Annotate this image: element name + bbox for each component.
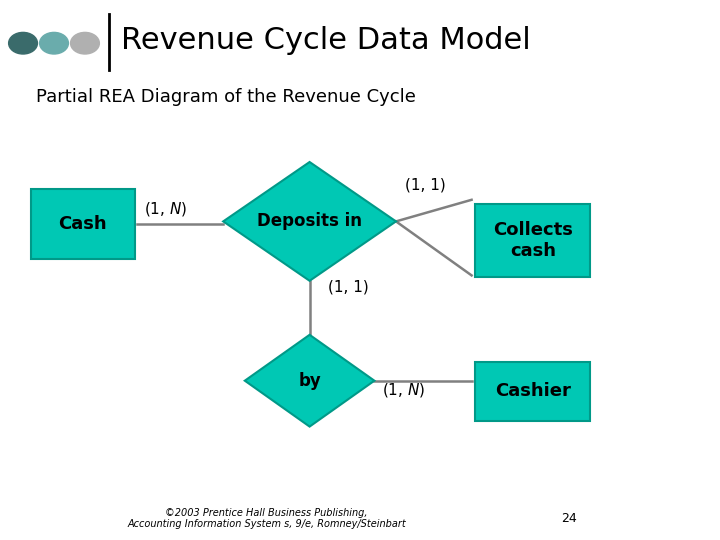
Polygon shape: [245, 335, 374, 427]
Text: by: by: [298, 372, 321, 390]
Text: (1, 1): (1, 1): [328, 280, 369, 295]
Text: Revenue Cycle Data Model: Revenue Cycle Data Model: [121, 26, 531, 55]
Text: Cash: Cash: [58, 215, 107, 233]
Text: 24: 24: [562, 512, 577, 525]
Polygon shape: [223, 162, 396, 281]
Circle shape: [9, 32, 37, 54]
Text: Collects
cash: Collects cash: [493, 221, 572, 260]
Text: Cashier: Cashier: [495, 382, 571, 401]
Text: Partial REA Diagram of the Revenue Cycle: Partial REA Diagram of the Revenue Cycle: [36, 88, 416, 106]
Text: Deposits in: Deposits in: [257, 212, 362, 231]
Circle shape: [71, 32, 99, 54]
Text: (1, 1): (1, 1): [405, 177, 446, 192]
FancyBboxPatch shape: [475, 362, 590, 421]
Text: (1, $\mathit{N}$): (1, $\mathit{N}$): [382, 381, 425, 399]
Text: (1, $\mathit{N}$): (1, $\mathit{N}$): [144, 200, 187, 218]
FancyBboxPatch shape: [475, 204, 590, 276]
Text: ©2003 Prentice Hall Business Publishing,
Accounting Information System s, 9/e, R: ©2003 Prentice Hall Business Publishing,…: [127, 508, 406, 529]
Circle shape: [40, 32, 68, 54]
FancyBboxPatch shape: [31, 189, 135, 259]
